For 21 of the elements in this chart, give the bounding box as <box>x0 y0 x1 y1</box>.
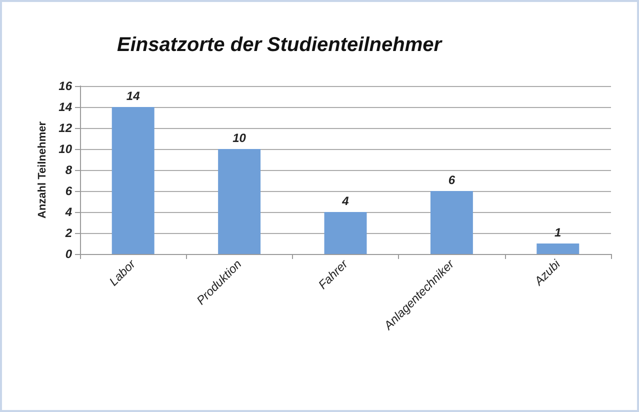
bar <box>430 191 473 254</box>
y-tick-label: 14 <box>58 100 72 114</box>
bar <box>536 244 580 254</box>
data-label: 6 <box>448 173 456 187</box>
data-label: 4 <box>341 194 350 208</box>
bar <box>112 107 154 254</box>
y-tick-label: 0 <box>65 247 72 261</box>
data-label: 1 <box>554 226 562 240</box>
chart-title: Einsatzorte der Studienteilnehmer <box>117 34 443 56</box>
y-tick-label: 10 <box>58 142 72 156</box>
data-label: 10 <box>232 131 246 145</box>
y-tick-label: 6 <box>65 184 72 198</box>
data-label: 14 <box>126 89 140 103</box>
y-tick-label: 4 <box>64 205 72 219</box>
y-tick-label: 2 <box>64 226 72 240</box>
y-tick-label: 16 <box>58 79 72 93</box>
bar <box>218 149 261 254</box>
y-axis-title: Anzahl Teilnehmer <box>36 120 48 218</box>
y-tick-label: 8 <box>65 163 72 177</box>
bar <box>324 212 367 254</box>
y-tick-label: 12 <box>58 121 72 135</box>
